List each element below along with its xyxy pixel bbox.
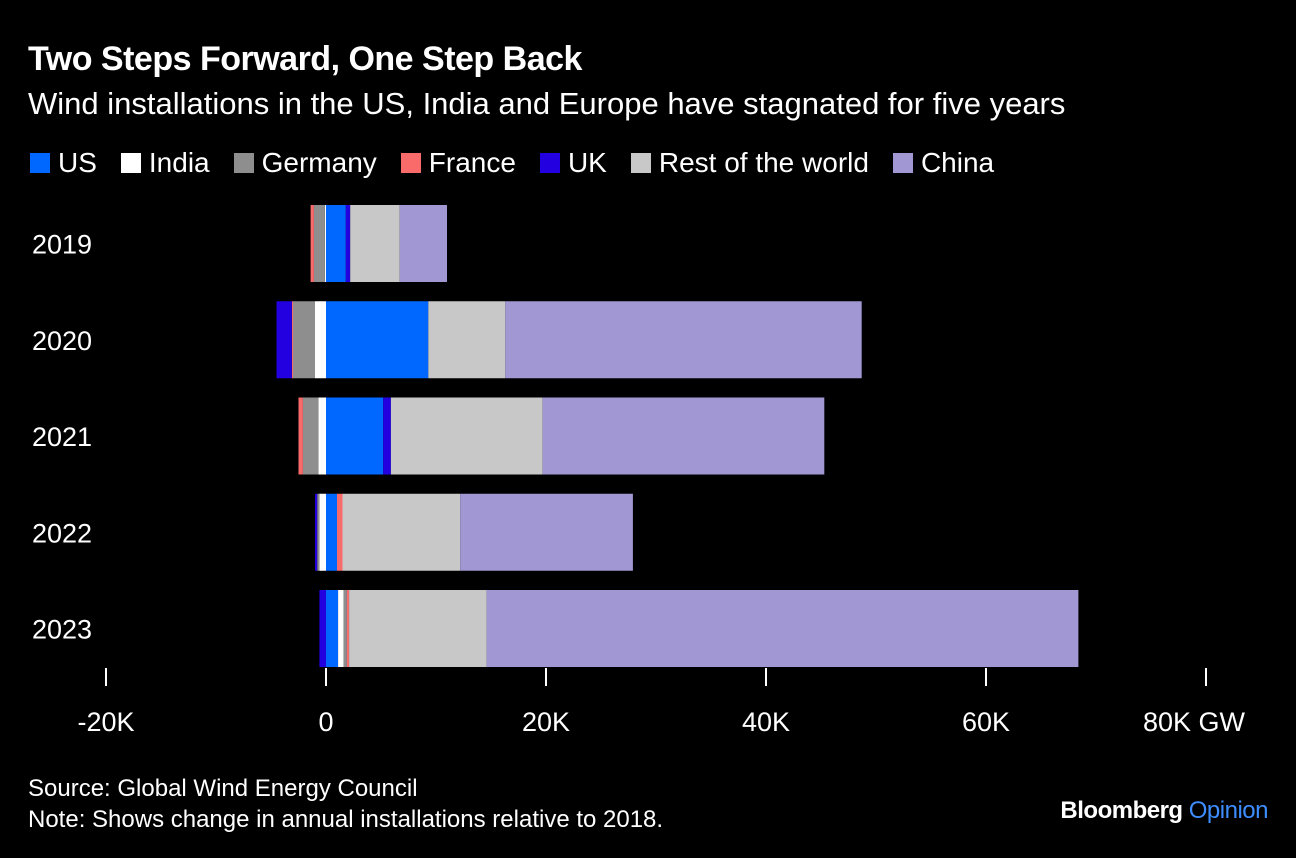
bar-segment-2021-india bbox=[318, 397, 326, 475]
bar-segment-2023-uk bbox=[319, 590, 326, 667]
bar-segment-2021-germany bbox=[302, 397, 319, 475]
brand-logo: Bloomberg Opinion bbox=[1060, 797, 1268, 825]
chart-note: Note: Shows change in annual installatio… bbox=[28, 806, 664, 833]
bar-segment-2019-rest-of-the-world bbox=[350, 205, 400, 282]
legend-swatch bbox=[30, 153, 50, 173]
legend-item-france: France bbox=[400, 147, 516, 179]
bar-segment-2020-germany bbox=[293, 301, 315, 379]
legend-swatch bbox=[892, 153, 913, 173]
legend-label: US bbox=[58, 147, 97, 178]
bar-segment-2019-germany bbox=[313, 205, 325, 282]
brand-name: Bloomberg bbox=[1060, 797, 1183, 824]
bar-segment-2022-germany bbox=[317, 493, 320, 571]
bar-segment-2022-uk bbox=[315, 493, 318, 571]
bar-segment-2023-france bbox=[346, 590, 350, 667]
bar-segment-2022-china bbox=[460, 493, 633, 571]
bar-segment-2020-china bbox=[505, 301, 862, 379]
legend-item-india: India bbox=[120, 147, 210, 179]
bar-segment-2022-rest-of-the-world bbox=[342, 493, 461, 571]
bar-segment-2023-rest-of-the-world bbox=[349, 590, 487, 667]
legend-label: Rest of the world bbox=[658, 147, 869, 178]
brand-section: Opinion bbox=[1188, 797, 1269, 824]
legend-swatch bbox=[400, 153, 421, 173]
bar-segment-2023-india bbox=[338, 590, 344, 667]
bar-segment-2021-rest-of-the-world bbox=[390, 397, 543, 475]
x-tick-label: 40K bbox=[742, 707, 790, 737]
bar-segment-2023-us bbox=[326, 590, 339, 667]
category-label: 2019 bbox=[32, 230, 92, 260]
category-label: 2022 bbox=[32, 518, 92, 548]
bar-segment-2023-china bbox=[486, 590, 1079, 667]
legend-item-uk: UK bbox=[539, 147, 607, 179]
bar-segment-2019-france bbox=[310, 205, 314, 282]
bar-segment-2021-china bbox=[542, 397, 825, 475]
legend-label: India bbox=[148, 147, 210, 178]
legend-label: Germany bbox=[261, 147, 377, 178]
x-tick-label: 80K GW bbox=[1143, 707, 1246, 737]
x-tick-label: -20K bbox=[77, 707, 134, 737]
footer: Source: Global Wind Energy Council Note:… bbox=[28, 773, 663, 835]
legend-item-rest-of-the-world: Rest of the world bbox=[630, 147, 869, 179]
x-tick-label: 60K bbox=[962, 707, 1010, 737]
chart-subtitle: Wind installations in the US, India and … bbox=[28, 86, 1066, 121]
legend-swatch bbox=[539, 153, 560, 173]
chart-title: Two Steps Forward, One Step Back bbox=[28, 40, 582, 78]
bar-segment-2020-france bbox=[291, 301, 293, 379]
legend-swatch bbox=[233, 153, 254, 173]
x-tick-label: 0 bbox=[318, 707, 333, 737]
legend-item-us: US bbox=[30, 147, 97, 179]
bar-segment-2022-france bbox=[337, 493, 343, 571]
bar-segment-2020-india bbox=[315, 301, 326, 379]
category-label: 2021 bbox=[32, 422, 92, 452]
legend-label: France bbox=[428, 147, 516, 178]
bar-segment-2019-china bbox=[399, 205, 447, 282]
bar-segment-2020-rest-of-the-world bbox=[428, 301, 506, 379]
legend-item-china: China bbox=[892, 147, 995, 179]
legend: US India Germany France UK Rest of the world C… bbox=[30, 147, 1018, 179]
legend-label: UK bbox=[567, 147, 607, 178]
bar-segment-2019-uk bbox=[345, 205, 351, 282]
bar-segment-2022-us bbox=[326, 493, 337, 571]
source-note: Source: Global Wind Energy Council bbox=[28, 775, 418, 802]
bar-segment-2021-uk bbox=[383, 397, 391, 475]
legend-label: China bbox=[920, 147, 995, 178]
bar-segment-2021-france bbox=[298, 397, 303, 475]
bar-segment-2019-us bbox=[326, 205, 346, 282]
bar-segment-2022-india bbox=[319, 493, 326, 571]
category-label: 2023 bbox=[32, 615, 92, 645]
legend-swatch bbox=[120, 153, 141, 173]
bar-segment-2020-uk bbox=[276, 301, 292, 379]
x-tick-label: 20K bbox=[522, 707, 570, 737]
legend-swatch bbox=[630, 153, 651, 173]
bar-segment-2021-us bbox=[326, 397, 384, 475]
bar-segment-2019-india bbox=[324, 205, 326, 282]
bar-segment-2020-us bbox=[326, 301, 429, 379]
category-label: 2020 bbox=[32, 326, 92, 356]
legend-item-germany: Germany bbox=[233, 147, 377, 179]
bar-segment-2023-germany bbox=[343, 590, 347, 667]
